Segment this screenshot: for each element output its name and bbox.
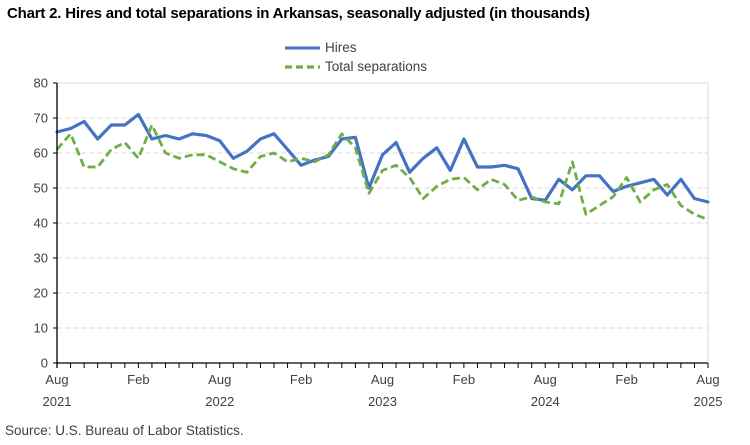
legend-item-hires: Hires — [284, 38, 427, 57]
hires-line — [55, 112, 710, 204]
y-axis-label-0: 0 — [41, 356, 48, 371]
y-axis-label-50: 50 — [34, 181, 48, 196]
chart-title: Chart 2. Hires and total separations in … — [7, 5, 590, 22]
x-axis-label-aug-36: Aug — [534, 372, 557, 387]
x-axis-label-feb-18: Feb — [290, 372, 312, 387]
source-note: Source: U.S. Bureau of Labor Statistics. — [5, 423, 244, 438]
legend-label-separations: Total separations — [325, 59, 428, 74]
y-axis-label-80: 80 — [34, 78, 48, 91]
separations-line — [55, 123, 709, 221]
x-axis-year-2022: 2022 — [205, 394, 234, 409]
separations-line-swatch — [285, 65, 320, 69]
x-axis-label-aug-48: Aug — [696, 372, 719, 387]
y-axis-label-40: 40 — [34, 216, 48, 231]
x-axis-label-feb-30: Feb — [453, 372, 475, 387]
x-axis-year-2024: 2024 — [531, 394, 560, 409]
hires-line-swatch — [285, 46, 320, 50]
x-axis-year-2023: 2023 — [368, 394, 397, 409]
chart-legend: Hires Total separations — [284, 38, 427, 76]
x-axis-label-aug-24: Aug — [371, 372, 394, 387]
x-axis-year-2021: 2021 — [43, 394, 72, 409]
legend-label-hires: Hires — [325, 40, 357, 55]
y-axis-label-60: 60 — [34, 146, 48, 161]
y-axis-label-10: 10 — [34, 321, 48, 336]
y-axis-label-20: 20 — [34, 286, 48, 301]
y-axis-label-70: 70 — [34, 111, 48, 126]
line-chart: 0 10 20 30 40 50 60 70 80 Aug 2021 Feb Aug 2022 Feb Aug… — [34, 78, 723, 409]
x-axis-label-aug-0: Aug — [45, 372, 68, 387]
x-axis-label-feb-42: Feb — [615, 372, 637, 387]
x-axis-year-2025: 2025 — [694, 394, 723, 409]
x-axis-label-aug-12: Aug — [208, 372, 231, 387]
legend-item-separations: Total separations — [284, 57, 427, 76]
y-axis-label-30: 30 — [34, 251, 48, 266]
x-axis-label-feb-6: Feb — [127, 372, 149, 387]
